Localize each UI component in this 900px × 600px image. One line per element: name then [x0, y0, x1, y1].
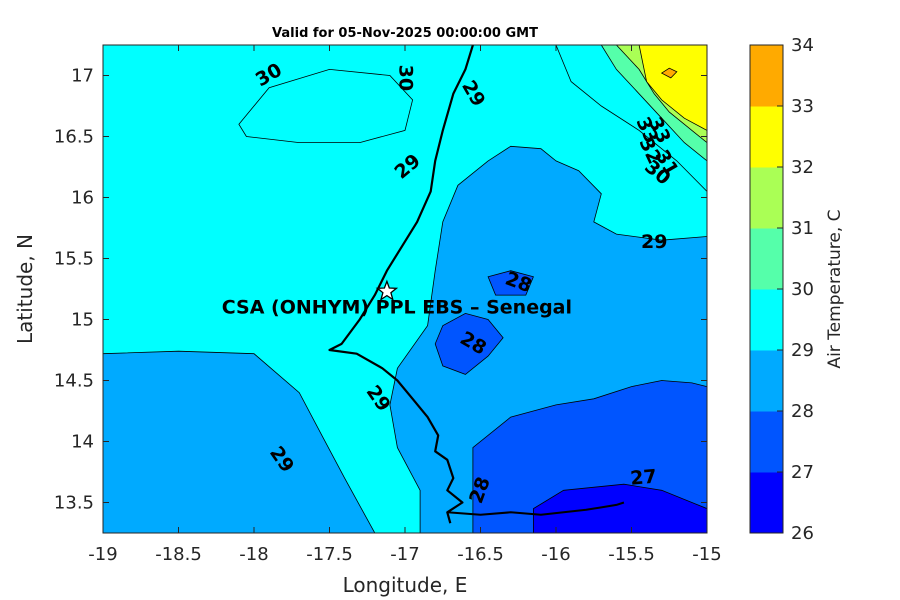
- colorbar-band: [750, 350, 783, 412]
- colorbar-band: [750, 45, 783, 107]
- x-tick-label: -16.5: [457, 544, 504, 565]
- y-axis-label: Latitude, N: [13, 234, 37, 344]
- x-tick-label: -18.5: [155, 544, 202, 565]
- colorbar-band: [750, 106, 783, 168]
- gambia-river: [447, 501, 625, 516]
- contour-label: 30: [395, 65, 417, 91]
- contour-label: 27: [629, 465, 657, 489]
- colorbar-tick-label: 28: [791, 401, 814, 422]
- y-tick-label: 13.5: [54, 493, 94, 514]
- y-tick-label: 15.5: [54, 249, 94, 270]
- x-tick-label: -15: [692, 544, 721, 565]
- contour-region-33: [660, 67, 678, 79]
- chart-title: Valid for 05-Nov-2025 00:00:00 GMT: [272, 26, 538, 41]
- y-tick-label: 15: [71, 310, 94, 331]
- y-tick-label: 14: [71, 432, 94, 453]
- contour-region-27: [487, 270, 534, 296]
- filled-contours: [103, 45, 707, 533]
- x-tick-label: -18: [239, 544, 268, 565]
- colorbar-band: [750, 289, 783, 351]
- contour-region-28: [103, 350, 376, 533]
- x-tick-label: -16: [541, 544, 570, 565]
- colorbar: 26 27 28 29 30 31 32 33 34: [749, 35, 814, 544]
- site-star-icon: [375, 279, 399, 302]
- colorbar-tick-label: 30: [791, 279, 814, 300]
- x-axis-label: Longitude, E: [343, 573, 468, 597]
- contour-label: 29: [641, 231, 667, 253]
- coastline-layer: [328, 45, 625, 524]
- x-tick-label: -15.5: [608, 544, 655, 565]
- colorbar-band: [750, 411, 783, 473]
- colorbar-tick-label: 26: [791, 523, 814, 544]
- colorbar-band: [750, 228, 783, 290]
- contour-region-29: [238, 68, 414, 144]
- x-axis: -19 -18.5 -18 -17.5 -17 -16.5 -16 -15.5 -15: [88, 45, 722, 565]
- colorbar-tick-label: 31: [791, 218, 814, 239]
- colorbar-band: [750, 472, 783, 534]
- colorbar-tick-label: 33: [791, 96, 814, 117]
- y-tick-label: 14.5: [54, 371, 94, 392]
- contour-region-32: [638, 45, 707, 131]
- x-tick-label: -19: [88, 544, 117, 565]
- colorbar-tick-label: 34: [791, 35, 814, 56]
- colorbar-tick-label: 27: [791, 462, 814, 483]
- x-tick-label: -17.5: [306, 544, 353, 565]
- colorbar-tick-label: 32: [791, 157, 814, 178]
- y-tick-label: 17: [71, 66, 94, 87]
- y-tick-label: 16: [71, 188, 94, 209]
- coastline: [328, 45, 474, 524]
- site-label: CSA (ONHYM) PPL EBS – Senegal: [222, 296, 572, 318]
- site-layer: CSA (ONHYM) PPL EBS – Senegal: [222, 279, 572, 318]
- contour-region-26: [533, 483, 707, 533]
- colorbar-tick-label: 29: [791, 340, 814, 361]
- y-tick-label: 16.5: [54, 127, 94, 148]
- x-tick-label: -17: [390, 544, 419, 565]
- colorbar-band: [750, 167, 783, 229]
- y-axis: 13.5 14 14.5 15 15.5 16 16.5 17: [54, 66, 707, 514]
- colorbar-label: Air Temperature, C: [825, 209, 845, 368]
- contour-region-27: [434, 312, 504, 375]
